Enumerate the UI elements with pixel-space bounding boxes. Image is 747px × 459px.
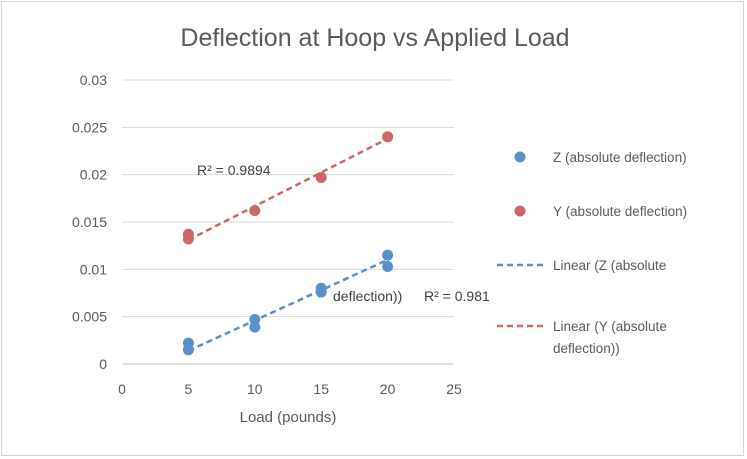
data-point-series-0 — [382, 249, 394, 261]
x-tick-label: 5 — [185, 381, 193, 397]
y-tick-label: 0.015 — [72, 214, 107, 230]
x-tick-label: 25 — [446, 381, 462, 397]
data-point-series-1 — [315, 172, 327, 184]
legend-label-series-1: Y (absolute deflection) — [553, 204, 687, 219]
x-axis-ticks: 0 5 10 15 20 25 — [118, 381, 462, 397]
trendline-series-0 — [187, 258, 389, 352]
data-point-series-0 — [182, 337, 194, 349]
chart-title: Deflection at Hoop vs Applied Load — [180, 24, 569, 52]
trendline-series-1 — [187, 137, 389, 242]
x-tick-label: 15 — [313, 381, 329, 397]
y-tick-label: 0.03 — [80, 72, 107, 88]
y-tick-label: 0.02 — [80, 167, 107, 183]
r2-label-y-series: R² = 0.9894 — [197, 162, 271, 178]
data-point-series-1 — [382, 131, 394, 143]
legend-trend-label-series-0: Linear (Z (absolute — [553, 258, 666, 273]
r2-label-z-series: R² = 0.981 — [424, 288, 490, 304]
data-point-series-0 — [249, 314, 261, 326]
legend-trend-label-series-1: Linear (Y (absolute — [553, 319, 667, 334]
r2-z-legend-overlap: deflection)) — [333, 288, 402, 304]
x-tick-label: 10 — [247, 381, 263, 397]
gridlines — [122, 79, 454, 365]
legend-label-series-0: Z (absolute deflection) — [553, 150, 687, 165]
x-axis-label: Load (pounds) — [240, 409, 337, 426]
y-tick-label: 0 — [99, 356, 107, 372]
legend-marker-series-0 — [514, 151, 526, 163]
legend-trend-label-line2-series-1: deflection)) — [553, 341, 620, 356]
data-points — [182, 131, 394, 356]
data-point-series-0 — [315, 282, 327, 294]
trendlines — [187, 137, 389, 352]
legend-marker-series-1 — [514, 205, 526, 217]
data-point-series-0 — [249, 321, 261, 333]
data-point-series-1 — [249, 205, 261, 217]
y-axis-ticks: 0 0.005 0.01 0.015 0.02 0.025 0.03 — [72, 72, 107, 372]
legend: Z (absolute deflection) Y (absolute defle… — [497, 150, 687, 356]
data-point-series-1 — [182, 228, 194, 240]
x-tick-label: 0 — [118, 381, 126, 397]
data-point-series-0 — [382, 260, 394, 272]
y-tick-label: 0.005 — [72, 309, 107, 325]
x-tick-label: 20 — [380, 381, 396, 397]
y-tick-label: 0.025 — [72, 119, 107, 135]
y-tick-label: 0.01 — [80, 261, 107, 277]
